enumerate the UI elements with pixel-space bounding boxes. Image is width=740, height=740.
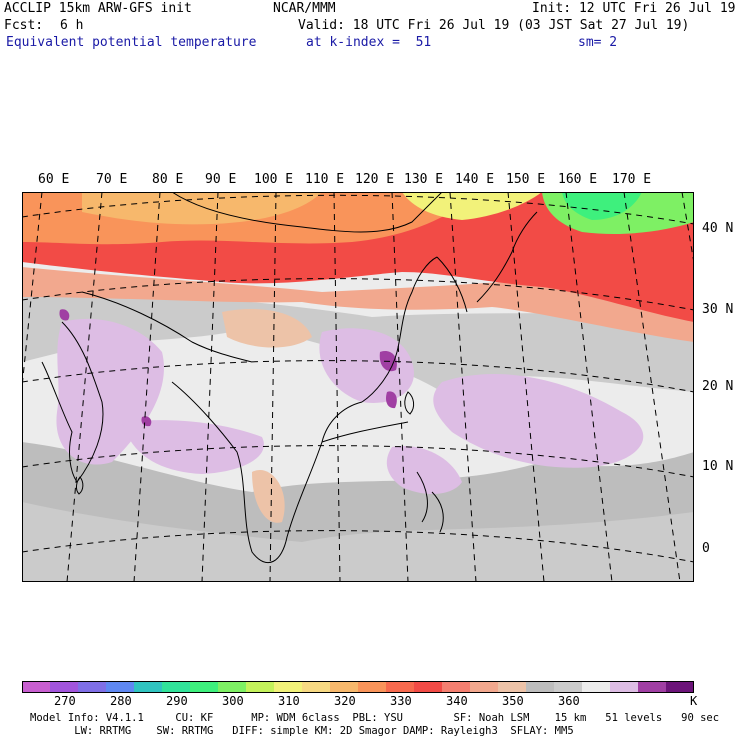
lon-label: 70 E <box>96 172 128 187</box>
field-gray-south-2 <box>22 502 694 582</box>
lon-label: 60 E <box>38 172 70 187</box>
colorbar-tick-label: 280 <box>110 694 132 708</box>
colorbar-swatch <box>274 681 303 693</box>
lon-label: 100 E <box>254 172 294 187</box>
lon-label: 120 E <box>355 172 395 187</box>
colorbar-tick-label: 330 <box>390 694 412 708</box>
valid-time: Valid: 18 UTC Fri 26 Jul 19 (03 JST Sat … <box>298 18 690 33</box>
colorbar-swatch <box>162 681 191 693</box>
colorbar-swatch <box>246 681 275 693</box>
field-lilac-china <box>319 328 414 403</box>
colorbar-swatch <box>22 681 51 693</box>
field-tan-islands <box>252 470 285 523</box>
field-purple-4 <box>141 416 152 427</box>
coastline-korea-japan <box>436 211 538 313</box>
model-info-line2: LW: RRTMG SW: RRTMG DIFF: simple KM: 2D … <box>30 725 574 737</box>
colorbar-unit: K <box>690 694 698 708</box>
init-time: Init: 12 UTC Fri 26 Jul 19 <box>532 1 736 16</box>
lat-label: 10 N <box>702 459 734 474</box>
lat-label: 0 <box>702 541 710 556</box>
border-china-sea <box>321 421 409 443</box>
field-orange-inner <box>82 192 322 225</box>
lat-label: 20 N <box>702 379 734 394</box>
lat-line-10 <box>22 445 694 478</box>
colorbar-frame <box>22 681 694 693</box>
colorbar-swatch <box>302 681 331 693</box>
colorbar-swatch <box>638 681 667 693</box>
border-mongolia <box>171 192 443 233</box>
lat-line-20 <box>22 360 694 393</box>
coastline-philippines <box>416 471 444 533</box>
lon-label: 150 E <box>506 172 546 187</box>
center-label: NCAR/MMM <box>273 1 336 16</box>
model-title: ACCLIP 15km ARW-GFS init <box>4 1 192 16</box>
colorbar-swatch <box>526 681 555 693</box>
field-purple-2 <box>385 391 397 409</box>
field-purple-3 <box>59 309 70 321</box>
field-tan-tibet <box>222 309 312 348</box>
colorbar-tick-label: 350 <box>502 694 524 708</box>
colorbar <box>22 681 694 693</box>
lat-line-0 <box>22 530 694 563</box>
theta-e-map <box>22 192 694 582</box>
colorbar-swatch <box>386 681 415 693</box>
lon-label: 80 E <box>152 172 184 187</box>
lat-line-30 <box>22 278 694 311</box>
colorbar-swatch <box>666 681 694 693</box>
colorbar-tick-label: 270 <box>54 694 76 708</box>
field-name: Equivalent potential temperature <box>6 35 257 50</box>
colorbar-swatch <box>582 681 611 693</box>
colorbar-tick-label: 310 <box>278 694 300 708</box>
colorbar-swatch <box>50 681 79 693</box>
lon-label: 110 E <box>305 172 345 187</box>
smoothing: sm= 2 <box>578 35 618 50</box>
field-green-core <box>562 192 642 220</box>
lon-label: 170 E <box>612 172 652 187</box>
colorbar-swatch <box>190 681 219 693</box>
coastline-china <box>361 256 438 403</box>
coastline-sri-lanka <box>76 476 84 495</box>
colorbar-tick-label: 300 <box>222 694 244 708</box>
field-lilac-indochina <box>122 420 264 474</box>
colorbar-swatch <box>610 681 639 693</box>
lat-label: 40 N <box>702 221 734 236</box>
lat-label: 30 N <box>702 302 734 317</box>
colorbar-swatch <box>218 681 247 693</box>
lon-label: 160 E <box>558 172 598 187</box>
colorbar-tick-label: 320 <box>334 694 356 708</box>
colorbar-swatch <box>358 681 387 693</box>
field-yellow <box>402 192 542 220</box>
level-index: at k-index = 51 <box>306 35 432 50</box>
lon-label: 140 E <box>455 172 495 187</box>
colorbar-tick-label: 340 <box>446 694 468 708</box>
border-himalaya <box>81 291 253 363</box>
forecast-hours: 6 h <box>60 18 84 33</box>
colorbar-tick-label: 290 <box>166 694 188 708</box>
field-lilac-philippines <box>386 446 462 494</box>
lon-label: 90 E <box>205 172 237 187</box>
colorbar-swatch <box>134 681 163 693</box>
colorbar-swatch <box>498 681 527 693</box>
colorbar-swatch <box>414 681 443 693</box>
colorbar-tick-label: 360 <box>558 694 580 708</box>
colorbar-swatch <box>554 681 583 693</box>
model-info-line1: Model Info: V4.1.1 CU: KF MP: WDM 6class… <box>30 712 720 724</box>
coastline-taiwan <box>404 391 415 415</box>
lat-line-40 <box>22 194 694 225</box>
colorbar-swatch <box>330 681 359 693</box>
forecast-label: Fcst: <box>4 18 44 33</box>
lon-label: 130 E <box>404 172 444 187</box>
colorbar-swatch <box>442 681 471 693</box>
colorbar-swatch <box>78 681 107 693</box>
colorbar-swatch <box>470 681 499 693</box>
field-lilac-pacific <box>433 373 644 468</box>
colorbar-swatch <box>106 681 135 693</box>
